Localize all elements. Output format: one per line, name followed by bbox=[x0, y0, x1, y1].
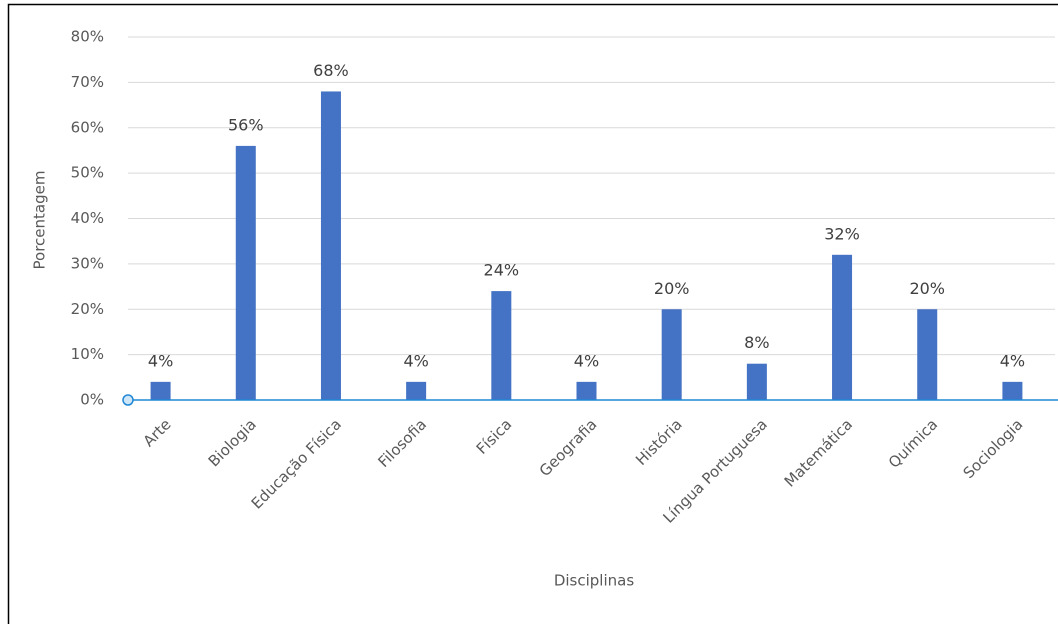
bar bbox=[661, 309, 682, 400]
y-tick-label: 40% bbox=[71, 209, 104, 227]
y-tick-label: 70% bbox=[71, 73, 104, 91]
bar bbox=[917, 309, 938, 400]
chart-border bbox=[7, 3, 1058, 624]
y-tick-label: 10% bbox=[71, 345, 104, 363]
value-label: 8% bbox=[744, 333, 769, 352]
bar bbox=[746, 363, 767, 400]
value-label: 32% bbox=[824, 224, 860, 243]
y-tick-label: 60% bbox=[71, 118, 104, 136]
value-label: 4% bbox=[1000, 351, 1025, 370]
value-label: 20% bbox=[654, 279, 690, 298]
bar bbox=[406, 381, 427, 400]
value-label: 4% bbox=[148, 351, 173, 370]
value-label: 20% bbox=[909, 279, 945, 298]
value-label: 4% bbox=[574, 351, 599, 370]
bar bbox=[150, 381, 171, 400]
value-label: 56% bbox=[228, 115, 264, 134]
x-axis-title: Disciplinas bbox=[554, 572, 635, 590]
bar bbox=[235, 145, 256, 400]
y-tick-label: 0% bbox=[80, 391, 104, 409]
bar bbox=[320, 91, 341, 400]
y-axis-title: Porcentagem bbox=[31, 171, 49, 270]
axis-handle bbox=[122, 394, 134, 406]
y-tick-label: 50% bbox=[71, 164, 104, 182]
value-label: 68% bbox=[313, 61, 349, 80]
y-tick-label: 30% bbox=[71, 254, 104, 272]
bar bbox=[576, 381, 597, 400]
bar bbox=[832, 254, 853, 400]
y-tick-label: 20% bbox=[71, 300, 104, 318]
value-label: 4% bbox=[403, 351, 428, 370]
value-label: 24% bbox=[484, 261, 520, 280]
bar bbox=[1002, 381, 1023, 400]
y-tick-label: 80% bbox=[71, 28, 104, 46]
bar bbox=[491, 291, 512, 400]
